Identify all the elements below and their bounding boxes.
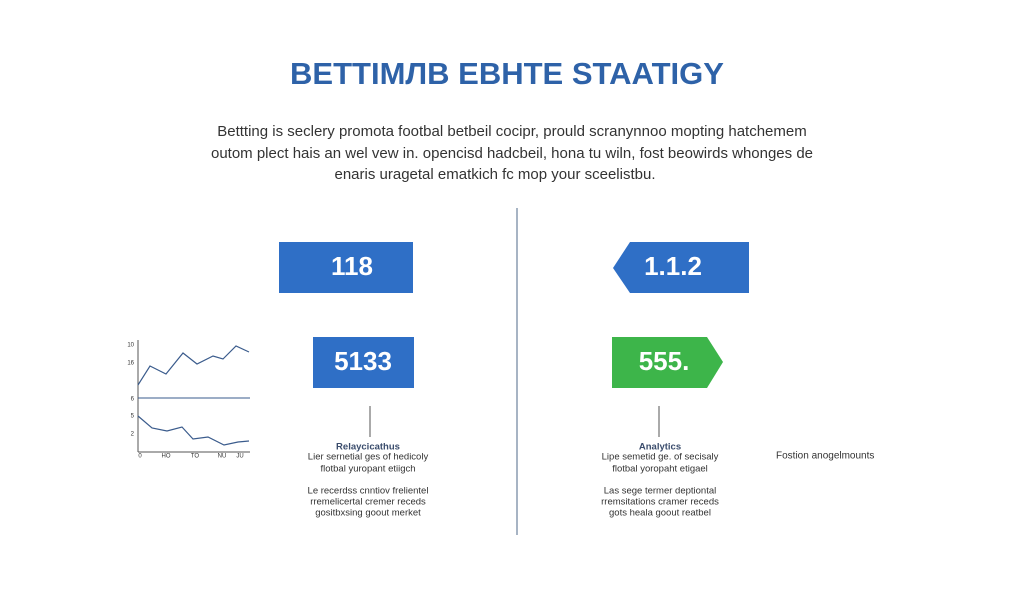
stat-box <box>613 242 749 293</box>
x-tick-label: TO <box>191 454 200 460</box>
line <box>137 345 250 386</box>
y-tick-label: 10 <box>127 343 134 349</box>
column-text: Lier sernetial ges of hedicoly <box>308 452 429 463</box>
stat-value: 5133 <box>334 346 392 376</box>
column-text: Lipe semetid ge. of secisaly <box>602 452 719 463</box>
column-note: Las sege termer deptiontal <box>604 486 716 497</box>
column-text: flotbal yuropant etiigch <box>320 464 415 475</box>
column-heading: Analytics <box>639 442 681 453</box>
line <box>137 415 250 446</box>
x-tick-label: 0 <box>138 454 142 460</box>
stat-value: 118 <box>331 251 373 281</box>
x-tick-label: NU <box>218 454 227 460</box>
y-tick-label: 5 <box>131 414 135 420</box>
column-text: flotbal yoropaht etigael <box>612 464 708 475</box>
x-tick-label: JU <box>236 454 243 460</box>
intro-line: enaris uragetal ematkich fc mop your sce… <box>335 166 656 183</box>
x-tick-label: HO <box>162 454 171 460</box>
intro-line: Bettting is seclery promota footbal betb… <box>217 123 806 140</box>
column-heading: Relaycicathus <box>336 442 400 453</box>
column-note: rremsitations cramer receds <box>601 497 719 508</box>
y-tick-label: 2 <box>131 432 135 438</box>
intro-line: outom plect hais an wel vew in. opencisd… <box>211 145 813 162</box>
mini-chart: 10 16 6 5 2 0 HO TO NU JU <box>127 340 250 460</box>
column-note: gositbxsing goout merket <box>315 508 421 519</box>
stat-value: 555. <box>639 346 690 376</box>
stat-box <box>612 337 723 388</box>
y-tick-label: 6 <box>131 397 135 403</box>
stat-value: 1.1.2 <box>644 251 702 281</box>
column-note: gots heala goout reatbel <box>609 508 711 519</box>
side-note: Fostion anogelmounts <box>776 451 874 462</box>
stat-box <box>279 242 413 293</box>
column-note: Le recerdss cnntiov frelientel <box>308 486 429 497</box>
title: BETTIMЛB EBHTE STAATIGY <box>290 56 724 91</box>
stat-box <box>313 337 414 388</box>
y-tick-label: 16 <box>127 361 134 367</box>
column-note: rremelicertal cremer receds <box>310 497 426 508</box>
